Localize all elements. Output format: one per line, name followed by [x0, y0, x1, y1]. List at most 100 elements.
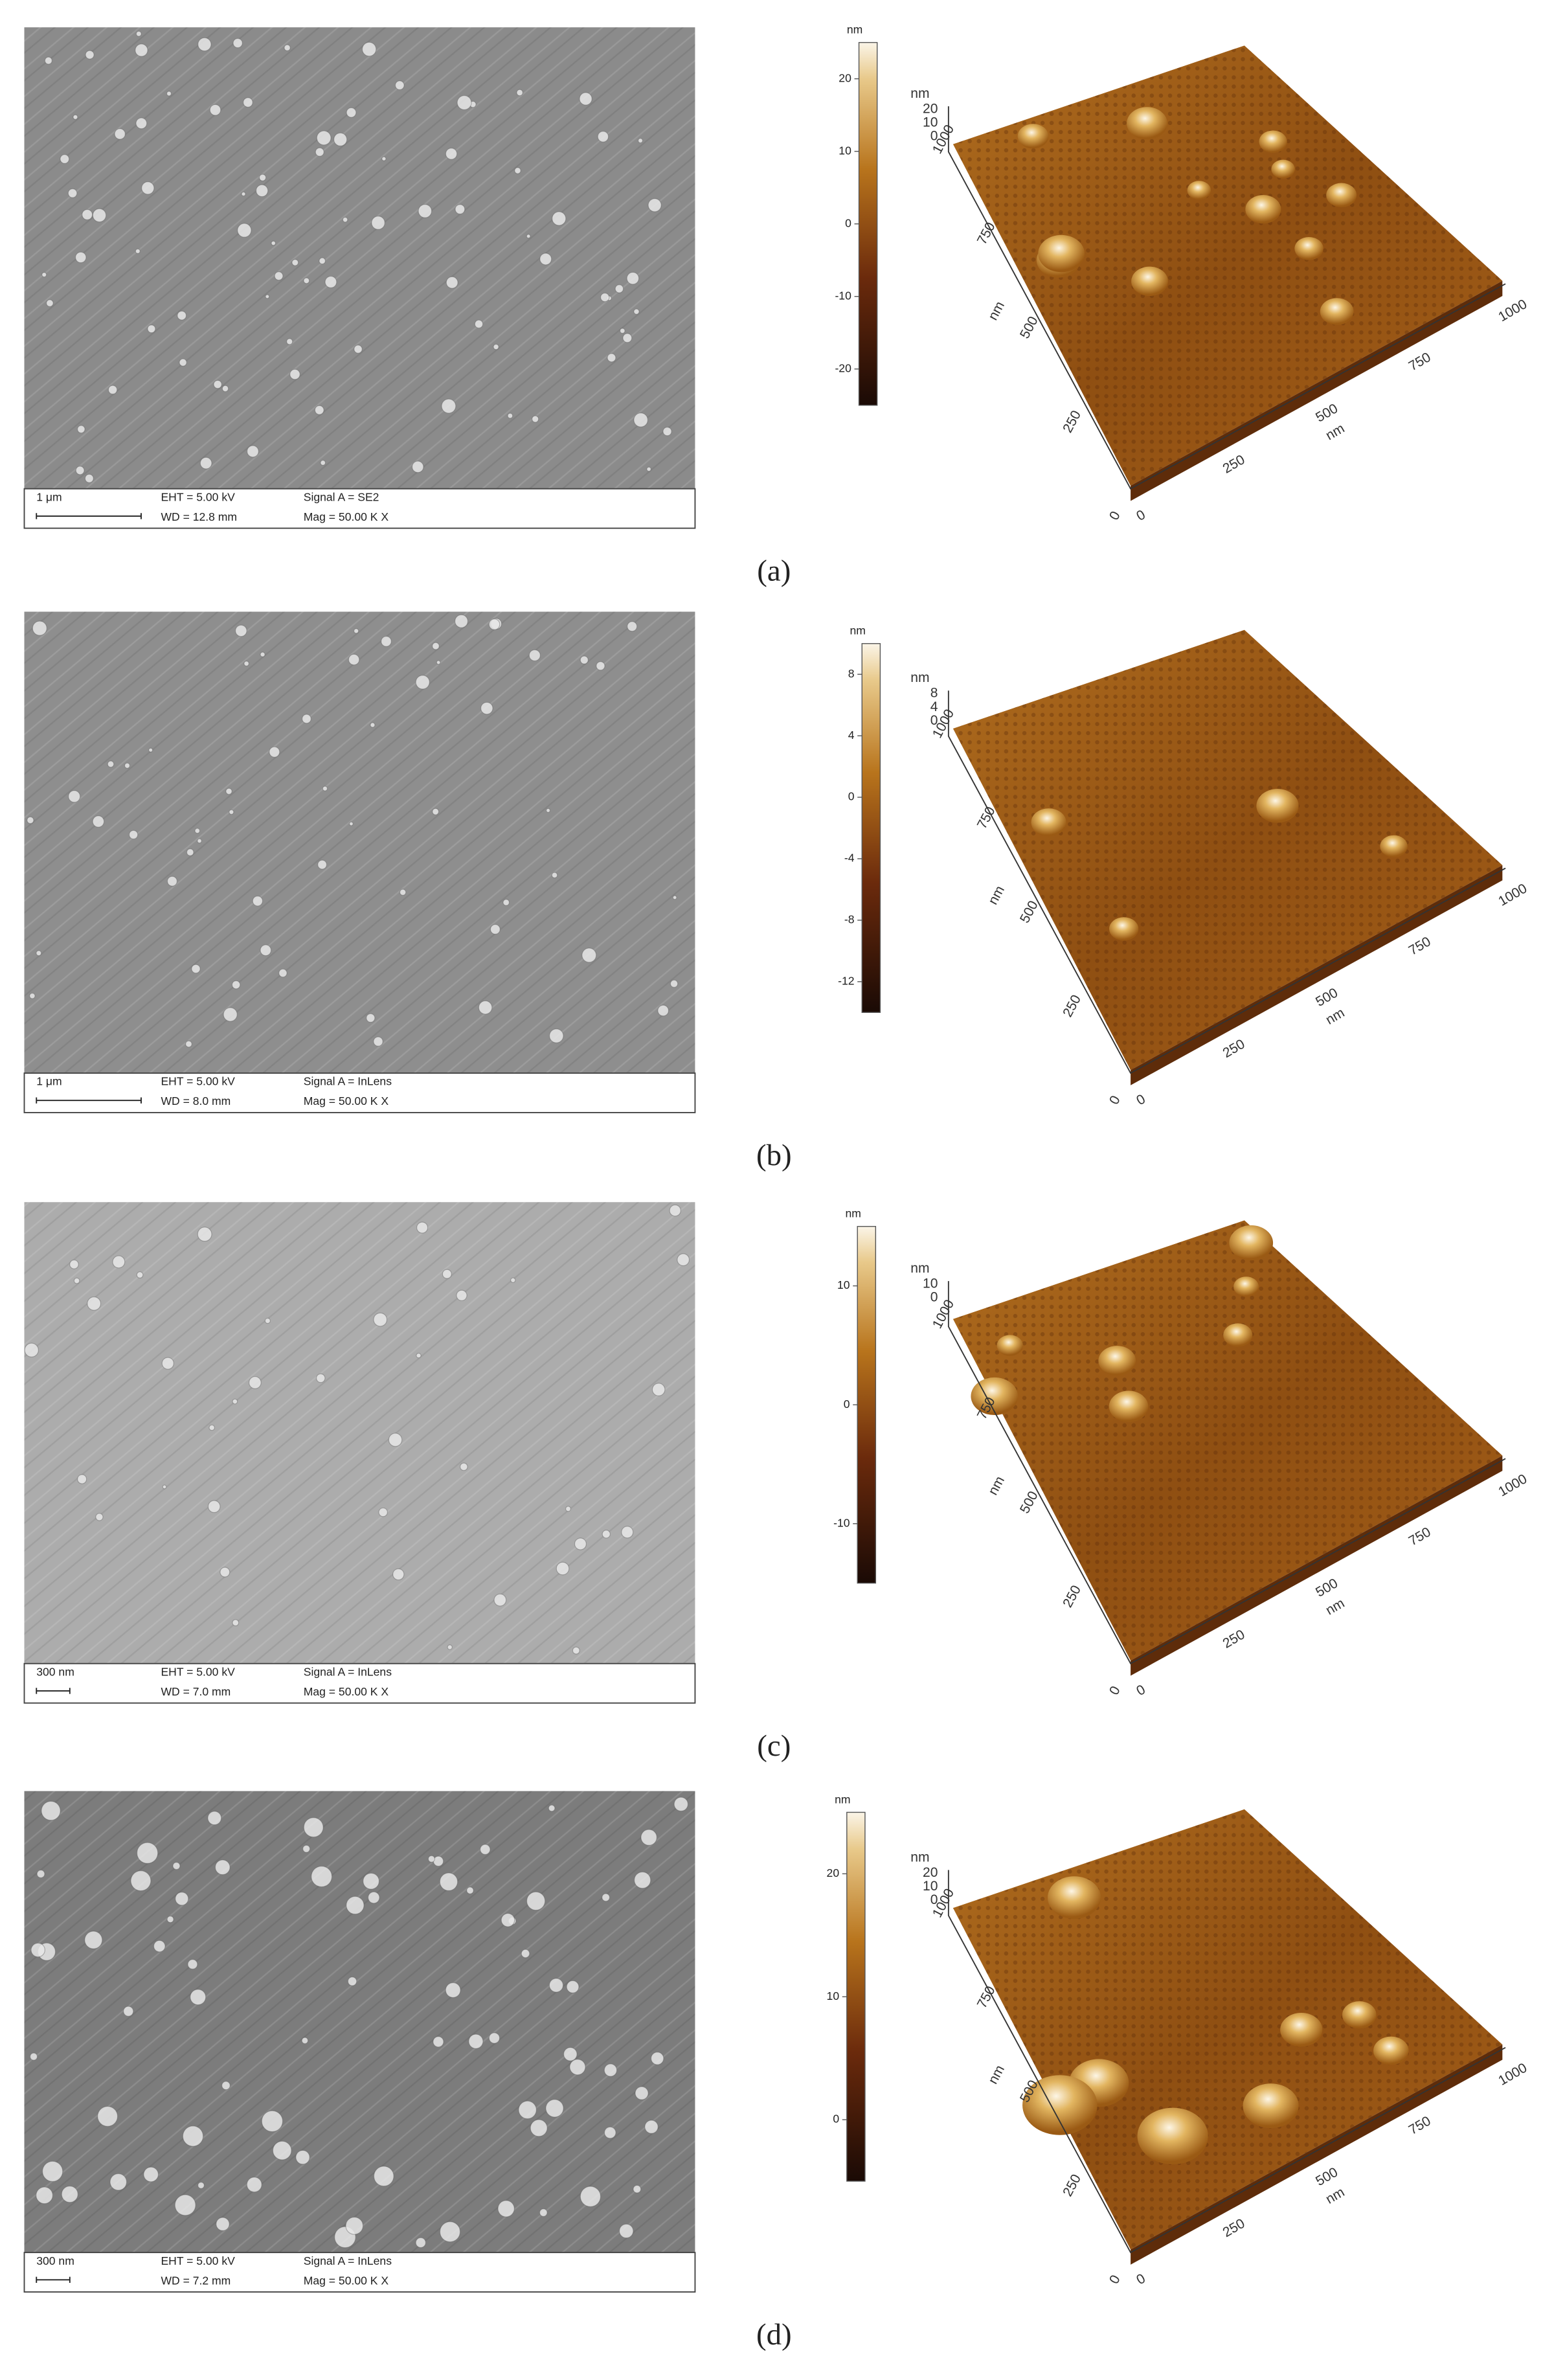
particle [447, 1644, 453, 1650]
particle [187, 1959, 198, 1970]
x-axis-label: nm [1323, 1596, 1347, 1618]
scale-bar [36, 513, 142, 519]
particle [493, 343, 499, 350]
particle [182, 2125, 204, 2147]
particle [274, 271, 284, 281]
z-tick-label: 4 [930, 699, 938, 714]
particle [345, 2216, 364, 2235]
particle [153, 1940, 166, 1953]
sem-mag: Mag = 50.00 K X [304, 2274, 389, 2287]
colorbar-tick-label: 0 [845, 216, 851, 229]
afm-grain [971, 1377, 1019, 1416]
particle [445, 148, 458, 160]
particle [574, 1537, 587, 1550]
particle [552, 211, 567, 226]
x-tick-label: 1000 [1496, 297, 1529, 324]
particle [220, 1567, 231, 1578]
colorbar-tick-label: 20 [827, 1866, 840, 1879]
particle [532, 415, 539, 423]
scale-bar [36, 1688, 71, 1694]
afm-roughness [952, 1220, 1503, 1661]
panel: 1 μm EHT = 5.00 kV WD = 8.0 mm Signal A = I… [23, 611, 1529, 1172]
sem-scale-label: 300 nm [36, 2254, 74, 2267]
particle [207, 1811, 222, 1826]
particle [301, 2037, 309, 2045]
particle [264, 1317, 271, 1324]
y-tick-label: 250 [1060, 993, 1084, 1020]
x-tick-label: 1000 [1496, 881, 1529, 909]
panel-caption: (a) [757, 554, 791, 588]
particle [526, 234, 531, 239]
particle [548, 1978, 564, 1993]
particle [507, 413, 513, 419]
particle [614, 284, 624, 293]
particle [269, 746, 280, 758]
particle [633, 413, 648, 427]
sem-eht: EHT = 5.00 kV [161, 1075, 235, 1088]
afm-grain [997, 1335, 1023, 1356]
particle [174, 2194, 196, 2216]
particle [114, 128, 126, 140]
particle [271, 240, 276, 246]
particle [373, 1312, 388, 1327]
particle [493, 1593, 507, 1607]
particle [488, 2032, 501, 2044]
x-tick-label: 500 [1313, 1576, 1340, 1600]
particle [530, 2119, 548, 2137]
particle [635, 2086, 649, 2100]
particle [36, 1870, 45, 1879]
colorbar-tick-label: -10 [833, 1516, 850, 1529]
afm-grain [1131, 266, 1168, 297]
particle [172, 1862, 181, 1870]
particle [143, 2166, 159, 2182]
colorbar-unit: nm [845, 1207, 861, 1220]
scale-bar [36, 1097, 142, 1104]
z-tick-label: 10 [923, 1276, 938, 1291]
afm-grain [1137, 2107, 1208, 2165]
particle [646, 466, 651, 472]
particle [243, 97, 253, 108]
particle [521, 1949, 530, 1958]
particle [95, 1513, 104, 1521]
scale-bar [36, 2276, 71, 2283]
particle [135, 117, 148, 130]
particle [367, 1891, 380, 1904]
x-tick-label: 1000 [1496, 2060, 1529, 2088]
particle [199, 457, 212, 470]
z-tick-label: 10 [923, 115, 938, 130]
particle [466, 1887, 474, 1894]
particle [392, 1568, 405, 1581]
particle [68, 790, 81, 803]
particle [600, 292, 610, 302]
particle [213, 380, 222, 389]
particle [84, 473, 94, 483]
particle [618, 2223, 634, 2239]
sem-signal: Signal A = SE2 [304, 490, 379, 503]
afm-grain [1326, 183, 1357, 208]
afm-grain [1271, 159, 1295, 179]
particle [185, 1040, 192, 1048]
particle [349, 821, 354, 826]
afm-grain [1245, 195, 1281, 224]
z-tick-label: 0 [930, 129, 938, 144]
particle [619, 328, 625, 334]
colorbar-tick-label: 0 [833, 2113, 839, 2125]
x-tick-label: 500 [1313, 401, 1340, 425]
particle [97, 2105, 118, 2127]
particle [607, 353, 616, 363]
particle [82, 209, 93, 220]
particle [241, 191, 246, 197]
x-tick-label: 250 [1221, 452, 1248, 477]
particle [657, 1004, 670, 1017]
particle [221, 2081, 231, 2091]
afm-grain [1320, 298, 1354, 325]
particle [324, 275, 337, 288]
sem-texture [24, 1202, 695, 1664]
y-tick-label: 0 [1107, 509, 1123, 523]
particle [474, 319, 484, 329]
particle [30, 1942, 45, 1958]
particle [258, 174, 267, 181]
afm-grain [1022, 2075, 1098, 2135]
particle [399, 889, 407, 896]
particle [456, 95, 472, 111]
